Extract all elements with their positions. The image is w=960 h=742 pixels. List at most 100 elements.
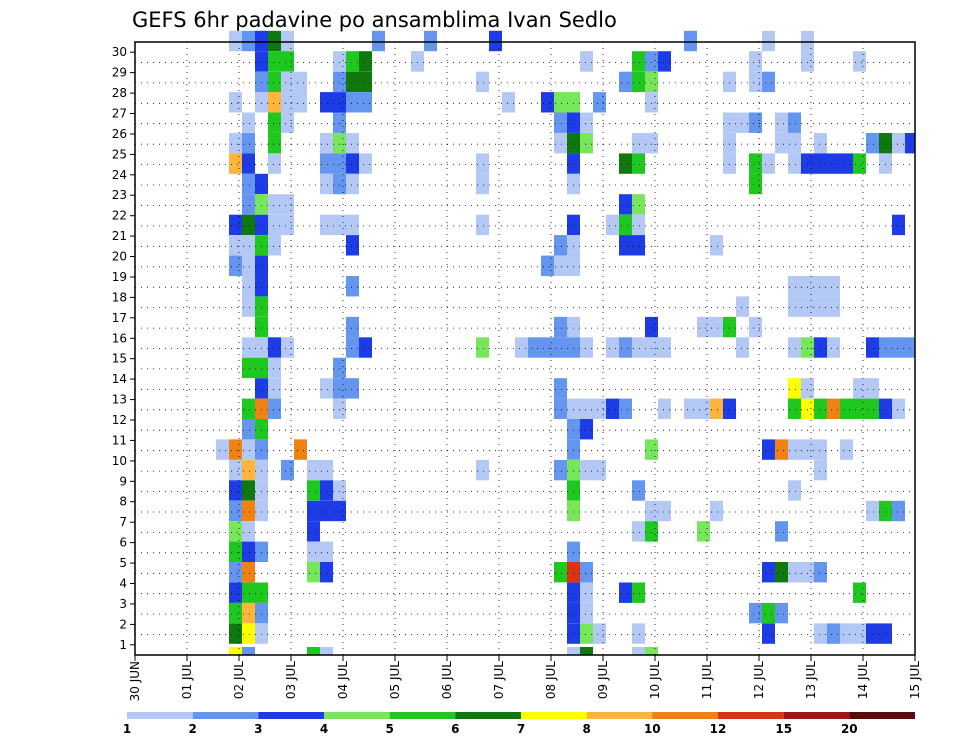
- heatmap-cell: [229, 623, 242, 644]
- heatmap-cell: [658, 500, 671, 522]
- legend-label: 10: [644, 722, 661, 736]
- y-tick-label: 14: [112, 372, 127, 386]
- heatmap-cell: [242, 521, 255, 542]
- y-tick-label: 29: [112, 66, 127, 80]
- heatmap-cell: [775, 562, 788, 583]
- heatmap-cell: [749, 71, 762, 93]
- heatmap-cell: [359, 153, 372, 174]
- heatmap-cell: [333, 173, 346, 195]
- heatmap-cell: [853, 582, 866, 603]
- y-tick-label: 30: [112, 45, 127, 59]
- heatmap-cell: [684, 30, 697, 52]
- y-tick-label: 8: [119, 495, 127, 509]
- heatmap-cell: [255, 398, 268, 419]
- heatmap-cell: [788, 153, 801, 174]
- heatmap-cell: [307, 500, 320, 522]
- heatmap-cell: [242, 337, 255, 358]
- heatmap-cell: [320, 500, 333, 522]
- heatmap-cell: [749, 153, 762, 174]
- heatmap-cell: [762, 30, 775, 52]
- heatmap-cell: [333, 112, 346, 133]
- heatmap-cell: [229, 541, 242, 562]
- heatmap-cell: [723, 153, 736, 174]
- heatmap-cell: [749, 112, 762, 133]
- heatmap-cell: [866, 500, 879, 522]
- heatmap-cell: [632, 582, 645, 603]
- heatmap-cell: [307, 459, 320, 481]
- heatmap-cell: [554, 255, 567, 276]
- x-tick-label: 10 JUL: [648, 661, 662, 699]
- heatmap-cell: [866, 623, 879, 644]
- heatmap-cell: [814, 562, 827, 583]
- heatmap-cell: [268, 378, 281, 399]
- heatmap-cell: [580, 582, 593, 603]
- heatmap-cell: [541, 337, 554, 358]
- heatmap-cell: [294, 71, 307, 93]
- heatmap-cell: [268, 112, 281, 133]
- heatmap-cell: [840, 153, 853, 174]
- heatmap-cell: [736, 296, 749, 317]
- heatmap-cell: [554, 337, 567, 358]
- heatmap-cell: [567, 337, 580, 358]
- heatmap-cell: [814, 133, 827, 154]
- y-tick-label: 26: [112, 127, 127, 141]
- legend-label: 12: [710, 722, 727, 736]
- heatmap-cell: [307, 647, 320, 655]
- heatmap-cell: [723, 398, 736, 419]
- heatmap-cell: [255, 173, 268, 195]
- heatmap-cell: [281, 92, 294, 113]
- heatmap-cell: [242, 214, 255, 236]
- y-tick-label: 23: [112, 188, 127, 202]
- x-tick-label: 15 JUL: [908, 661, 922, 699]
- heatmap-cell: [814, 623, 827, 644]
- legend-swatch: [849, 712, 915, 719]
- heatmap-cell: [567, 173, 580, 195]
- heatmap-cell: [632, 521, 645, 542]
- x-tick-label: 14 JUL: [856, 661, 870, 699]
- heatmap-cell: [723, 112, 736, 133]
- y-axis-ticks: 1234567891011121314151617181920212223242…: [112, 45, 135, 652]
- heatmap-cell: [554, 235, 567, 256]
- heatmap-cell: [229, 255, 242, 276]
- heatmap-cell: [268, 337, 281, 358]
- heatmap-cell: [632, 623, 645, 644]
- heatmap-cell: [216, 439, 229, 460]
- heatmap-cell: [606, 398, 619, 419]
- heatmap-cell: [788, 439, 801, 460]
- heatmap-cell: [320, 562, 333, 583]
- heatmap-cell: [268, 30, 281, 52]
- heatmap-cell: [788, 562, 801, 583]
- legend-label: 6: [451, 722, 459, 736]
- heatmap-cell: [593, 92, 606, 113]
- heatmap-cell: [229, 562, 242, 583]
- heatmap-cell: [333, 51, 346, 72]
- x-tick-label: 07 JUL: [492, 661, 506, 699]
- y-tick-label: 3: [119, 597, 127, 611]
- heatmap-cell: [606, 214, 619, 236]
- heatmap-cell: [567, 480, 580, 501]
- heatmap-cell: [645, 439, 658, 460]
- heatmap-cell: [255, 235, 268, 256]
- heatmap-cell: [554, 378, 567, 399]
- heatmap-cell: [827, 398, 840, 419]
- heatmap-cell: [619, 71, 632, 93]
- heatmap-cell: [567, 562, 580, 583]
- heatmap-cell: [567, 133, 580, 154]
- heatmap-cell: [476, 459, 489, 481]
- heatmap-cell: [801, 30, 814, 52]
- heatmap-cell: [229, 214, 242, 236]
- heatmap-cell: [229, 602, 242, 624]
- heatmap-cell: [788, 398, 801, 419]
- heatmap-cell: [853, 153, 866, 174]
- heatmap-cell: [346, 133, 359, 154]
- grid-lines: [135, 42, 915, 655]
- heatmap-cell: [281, 112, 294, 133]
- heatmap-cell: [762, 439, 775, 460]
- heatmap-cell: [801, 51, 814, 72]
- heatmap-cell: [268, 235, 281, 256]
- heatmap-cell: [697, 398, 710, 419]
- heatmap-cell: [814, 276, 827, 297]
- heatmap-cell: [255, 214, 268, 236]
- heatmap-cell: [866, 133, 879, 154]
- heatmap-cell: [554, 112, 567, 133]
